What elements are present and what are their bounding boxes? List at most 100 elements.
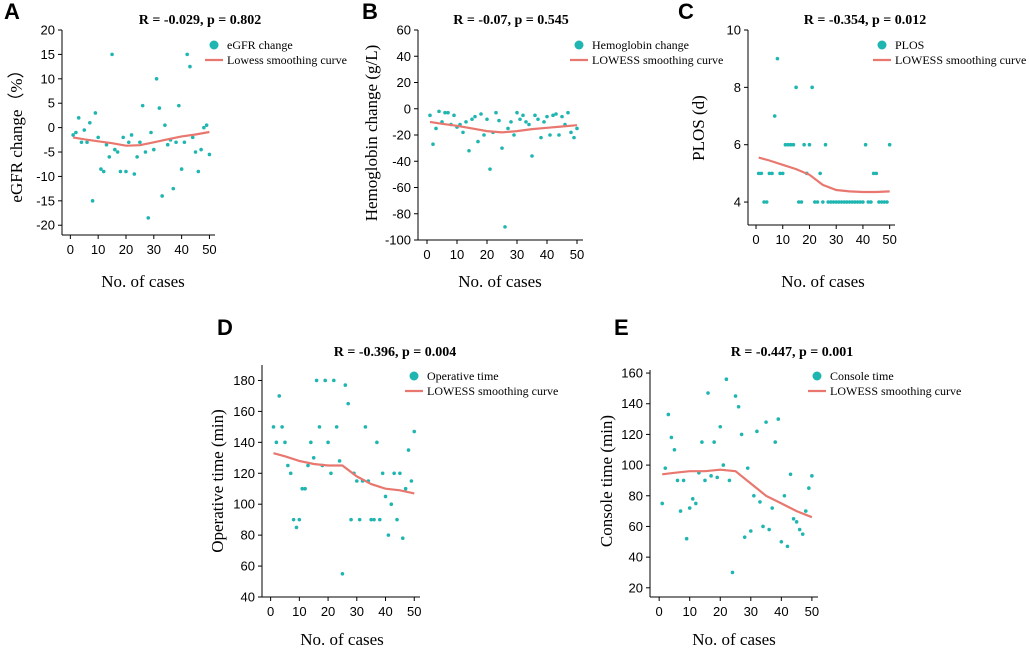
data-point	[152, 147, 156, 152]
data-point	[791, 516, 796, 521]
data-point	[794, 85, 798, 90]
lowess-curve	[273, 452, 415, 495]
lowess-curve	[662, 468, 813, 519]
chart-title: R = -0.447, p = 0.001	[731, 345, 854, 360]
data-point	[179, 167, 184, 171]
data-point	[165, 142, 170, 147]
data-point	[372, 517, 376, 522]
x-tick-label: 50	[805, 604, 819, 619]
data-point	[796, 200, 801, 204]
data-point	[721, 463, 726, 467]
data-point	[494, 110, 498, 115]
y-tick-label: 0	[48, 120, 55, 135]
data-point	[566, 110, 570, 115]
data-point	[88, 120, 92, 125]
data-point	[756, 171, 761, 176]
data-point	[724, 377, 729, 382]
data-point	[314, 378, 319, 383]
data-point	[437, 109, 441, 114]
data-point	[443, 110, 447, 115]
data-point	[79, 140, 84, 145]
data-point	[369, 517, 373, 522]
legend-label-points: eGFR change	[227, 38, 293, 52]
data-point	[406, 448, 411, 452]
data-point	[76, 116, 81, 120]
data-point	[788, 142, 793, 147]
data-point	[110, 52, 114, 57]
data-point	[412, 429, 417, 434]
data-point	[177, 103, 181, 108]
data-point	[306, 463, 310, 468]
data-point	[850, 200, 855, 204]
x-tick-label: 30	[510, 247, 524, 262]
data-point	[882, 200, 887, 204]
panel-letter: E	[614, 315, 629, 340]
data-point	[160, 194, 164, 198]
data-point	[887, 142, 892, 147]
data-point	[317, 425, 322, 429]
data-point	[104, 142, 109, 147]
data-point	[799, 200, 804, 204]
data-point	[132, 172, 137, 176]
data-point	[730, 570, 735, 575]
data-point	[554, 112, 558, 116]
data-point	[800, 532, 805, 536]
data-point	[778, 171, 782, 176]
data-point	[140, 103, 145, 108]
data-point	[340, 572, 345, 576]
data-point	[115, 150, 120, 154]
y-tick-label: 120	[621, 427, 643, 442]
data-point	[163, 123, 167, 127]
y-tick-label: -80	[392, 206, 411, 221]
data-point	[157, 106, 162, 110]
data-point	[337, 459, 342, 463]
x-tick-label: 20	[321, 604, 335, 619]
data-point	[767, 527, 771, 532]
x-tick-label: 10	[682, 604, 696, 619]
x-tick-label: 30	[744, 604, 758, 619]
data-point	[346, 401, 350, 406]
x-tick-label: 0	[67, 242, 74, 257]
data-point	[861, 200, 865, 204]
data-point	[690, 497, 695, 501]
data-point	[782, 493, 787, 498]
data-point	[96, 135, 100, 140]
data-point	[309, 440, 313, 445]
data-point	[512, 133, 516, 137]
data-point	[343, 383, 348, 387]
data-point	[521, 113, 525, 118]
x-tick-label: 40	[774, 604, 788, 619]
data-point	[869, 200, 873, 204]
data-point	[762, 200, 766, 204]
y-tick-label: -20	[36, 218, 55, 233]
data-point	[727, 478, 732, 483]
y-tick-label: 8	[734, 80, 741, 95]
legend-label-curve: LOWESS smoothing curve	[830, 384, 961, 398]
data-point	[678, 509, 683, 513]
data-point	[684, 536, 689, 541]
x-axis-label: No. of cases	[692, 630, 776, 649]
data-point	[446, 110, 450, 115]
y-axis-label: PLOS (d)	[689, 95, 708, 161]
data-point	[99, 167, 103, 171]
data-point	[332, 378, 336, 383]
legend-label-points: Operative time	[427, 369, 499, 383]
data-point	[323, 378, 328, 383]
chart-title: R = -0.354, p = 0.012	[804, 13, 927, 28]
data-point	[274, 440, 279, 445]
x-tick-label: 10	[91, 242, 105, 257]
data-point	[863, 142, 868, 147]
data-point	[395, 517, 399, 522]
data-point	[821, 200, 825, 204]
x-tick-label: 0	[267, 604, 274, 619]
data-point	[660, 501, 665, 506]
legend-label-curve: LOWESS smoothing curve	[427, 384, 558, 398]
data-point	[785, 544, 790, 549]
y-tick-label: 40	[629, 550, 643, 565]
y-tick-label: 15	[41, 47, 55, 62]
data-point	[694, 501, 698, 506]
y-tick-label: 120	[233, 466, 255, 481]
x-tick-label: 0	[752, 232, 759, 247]
data-point	[752, 493, 756, 498]
data-point	[669, 435, 674, 440]
